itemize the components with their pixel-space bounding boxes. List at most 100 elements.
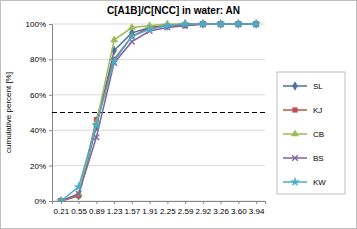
x-tick-mark <box>150 201 151 204</box>
series-line <box>61 24 256 201</box>
x-tick-label: 1.57 <box>125 207 141 216</box>
y-tick-label: 20% <box>30 162 46 171</box>
series <box>59 22 259 201</box>
grid <box>52 24 265 201</box>
series <box>57 20 261 201</box>
point <box>199 20 207 28</box>
y-tick: 60% <box>30 91 52 100</box>
legend-entry: KW <box>283 178 326 187</box>
x-tick-label: 2.92 <box>196 207 212 216</box>
series-line <box>61 24 256 201</box>
y-tick: 40% <box>30 126 52 135</box>
chart-border <box>1 1 357 229</box>
series <box>58 21 259 201</box>
x-tick-mark <box>96 201 97 204</box>
marks <box>52 20 265 201</box>
y-tick-mark <box>49 201 52 202</box>
legend-box <box>277 72 345 194</box>
y-tick: 20% <box>30 162 52 171</box>
y-tick-mark <box>49 166 52 167</box>
x-tick-mark <box>61 201 62 204</box>
x-tick: 2.59 <box>178 201 194 216</box>
x-tick-label: 3.94 <box>249 207 265 216</box>
x-tick-label: 0.89 <box>89 207 105 216</box>
point <box>111 36 118 42</box>
legend-label: KW <box>313 178 326 187</box>
legend-entry: KJ <box>283 106 322 115</box>
x-tick: 2.25 <box>160 201 176 216</box>
x-axis-line <box>53 202 266 205</box>
point <box>128 23 135 29</box>
x-tick: 1.91 <box>142 201 158 216</box>
x-tick-label: 3.60 <box>231 207 247 216</box>
legend-marker <box>293 108 298 113</box>
series <box>57 20 259 201</box>
grid-line <box>52 94 265 95</box>
point <box>163 21 171 29</box>
x-tick-mark <box>203 201 204 204</box>
x-tick: 3.26 <box>213 201 229 216</box>
point <box>216 20 224 28</box>
plot: 0% 20% 40% 60% 80% 100% 0.210.550.891.231.571.… <box>26 20 266 217</box>
x-tick-label: 1.23 <box>107 207 123 216</box>
reference-line <box>52 112 265 113</box>
y-axis-title: cumulative percent [%] <box>4 72 13 153</box>
series-line <box>61 24 256 201</box>
x-tick-label: 0.21 <box>54 207 70 216</box>
x-tick: 0.89 <box>89 201 105 216</box>
legend-label: CB <box>313 130 324 139</box>
legend-marker <box>292 155 298 161</box>
x-tick-label: 2.25 <box>160 207 176 216</box>
series <box>58 20 258 201</box>
x-tick: 0.21 <box>54 201 70 216</box>
legend-label: SL <box>313 82 323 91</box>
title: C[A1B]/C[NCC] in water: AN <box>107 5 240 16</box>
x-tick-mark <box>256 201 257 204</box>
x-tick: 1.57 <box>125 201 141 216</box>
grid-line <box>52 59 265 60</box>
y-tick-label: 0% <box>34 197 46 206</box>
x-tick-label: 2.59 <box>178 207 194 216</box>
point <box>110 57 118 65</box>
point <box>74 182 82 190</box>
x-tick: 3.60 <box>231 201 247 216</box>
x-tick-mark <box>132 201 133 204</box>
series-line <box>61 24 256 201</box>
y-axis-line <box>49 25 53 202</box>
y-tick: 80% <box>30 55 52 64</box>
x-tick-label: 3.26 <box>213 207 229 216</box>
x-tick-mark <box>221 201 222 204</box>
legend-entry: BS <box>283 154 324 163</box>
legend: SL KJ CB BS KW <box>277 72 345 194</box>
legend-marker <box>291 178 299 186</box>
grid-line <box>52 130 265 131</box>
y-tick-label: 40% <box>30 126 46 135</box>
chart: 0% 20% 40% 60% 80% 100% 0.210.550.891.231.571.… <box>0 0 357 229</box>
point <box>181 20 189 28</box>
x-tick: 0.55 <box>71 201 87 216</box>
point <box>92 120 100 128</box>
legend-label: KJ <box>313 106 322 115</box>
y-tick-mark <box>49 59 52 60</box>
x-tick-mark <box>167 201 168 204</box>
point <box>94 134 100 140</box>
x-axis: 0.210.550.891.231.571.912.252.592.923.26… <box>53 201 266 216</box>
y-tick: 100% <box>26 20 52 29</box>
x-tick-mark <box>114 201 115 204</box>
point <box>128 32 136 40</box>
legend-entry: CB <box>283 130 324 139</box>
legend-marker <box>292 82 297 91</box>
x-tick: 2.92 <box>196 201 212 216</box>
legend-label: BS <box>313 154 324 163</box>
x-tick-mark <box>238 201 239 204</box>
x-tick-mark <box>185 201 186 204</box>
y-tick-mark <box>49 24 52 25</box>
legend-marker <box>291 130 298 136</box>
point <box>57 197 65 201</box>
x-tick-mark <box>79 201 80 204</box>
legend-entry: SL <box>283 82 323 91</box>
y-tick-label: 60% <box>30 91 46 100</box>
point <box>252 20 260 28</box>
y-tick-label: 80% <box>30 55 46 64</box>
y-tick-mark <box>49 130 52 131</box>
